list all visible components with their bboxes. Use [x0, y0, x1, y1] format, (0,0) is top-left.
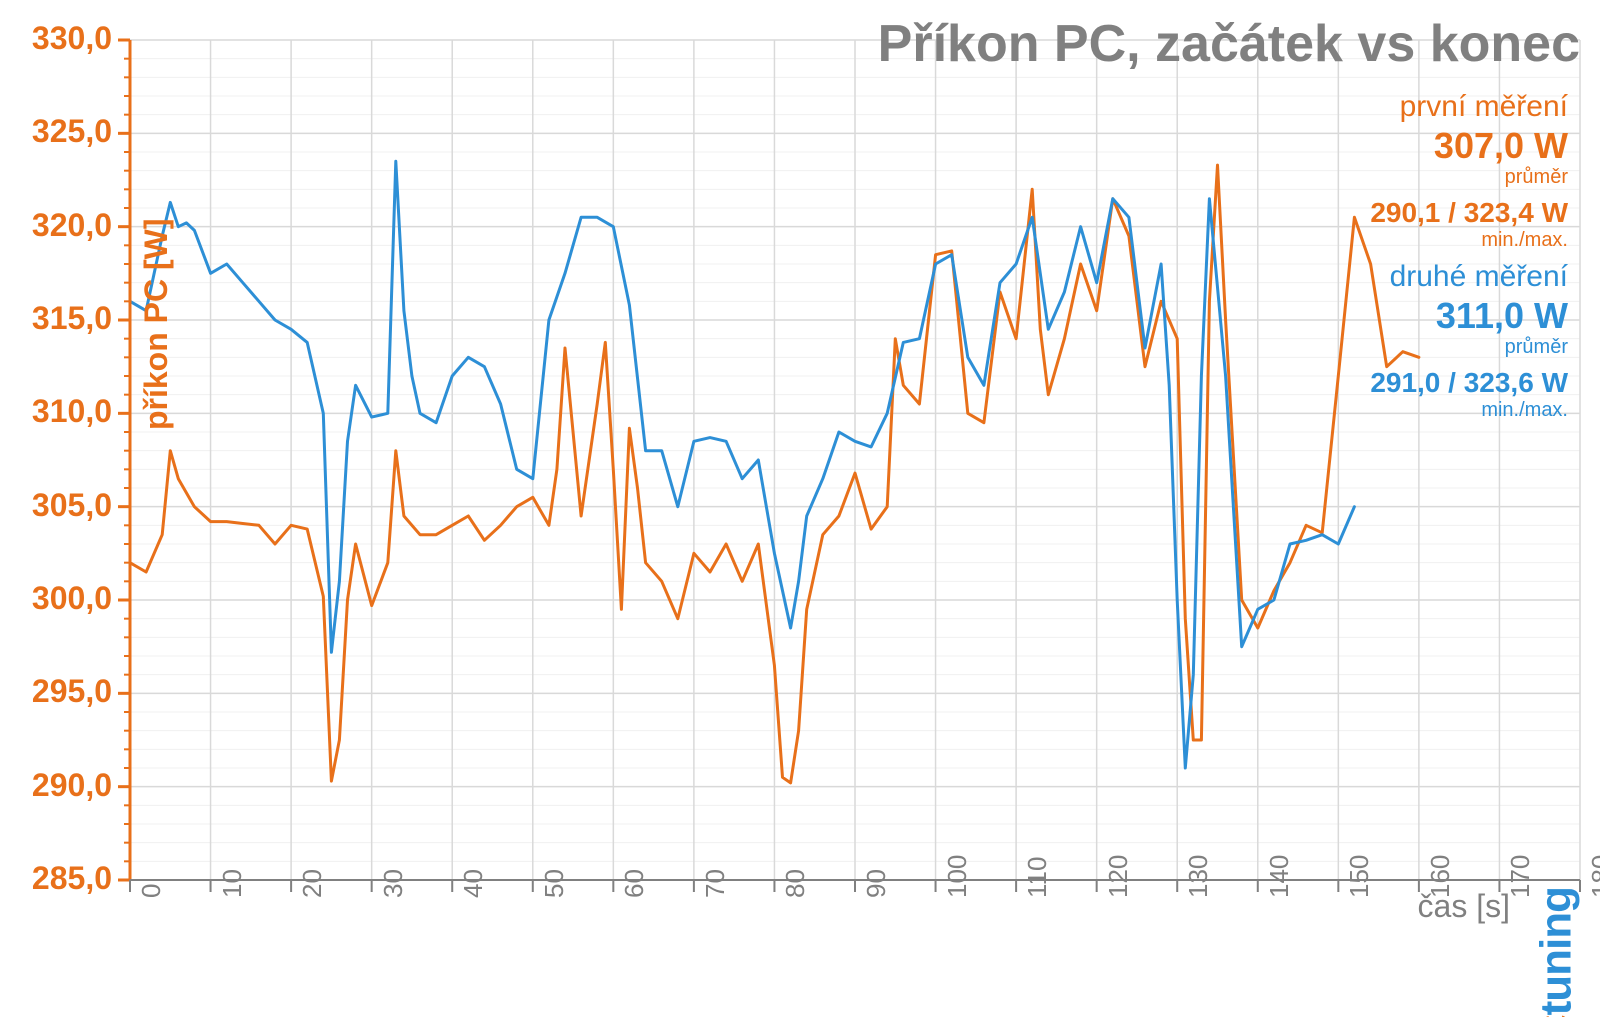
xtick-label: 70	[700, 869, 731, 898]
series1-minmax-sub: min./max.	[1370, 229, 1568, 252]
logo-tuning: tuning	[1532, 887, 1581, 1015]
xtick-label: 140	[1264, 855, 1295, 898]
xtick-label: 180	[1586, 855, 1600, 898]
series2-avg: 311,0 W	[1370, 295, 1568, 336]
ytick-label: 310,0	[12, 393, 112, 430]
xtick-label: 0	[136, 884, 167, 898]
ytick-label: 305,0	[12, 487, 112, 524]
series1-name: první měření	[1370, 90, 1568, 125]
series1-minmax: 290,1 / 323,4 W	[1370, 197, 1568, 229]
y-axis-label: příkon PC [W]	[138, 218, 175, 430]
ytick-label: 325,0	[12, 113, 112, 150]
series2-annotation: druhé měření 311,0 W průměr 291,0 / 323,…	[1370, 260, 1568, 422]
series1-avg: 307,0 W	[1370, 125, 1568, 166]
series1-annotation: první měření 307,0 W průměr 290,1 / 323,…	[1370, 90, 1568, 252]
xtick-label: 30	[378, 869, 409, 898]
ytick-label: 320,0	[12, 207, 112, 244]
xtick-label: 150	[1344, 855, 1375, 898]
xtick-label: 10	[217, 869, 248, 898]
series2-avg-sub: průměr	[1370, 336, 1568, 359]
ytick-label: 295,0	[12, 673, 112, 710]
series2-minmax-sub: min./max.	[1370, 399, 1568, 422]
logo: PCtuning	[1532, 887, 1582, 1017]
series1-avg-sub: průměr	[1370, 166, 1568, 189]
xtick-label: 60	[619, 869, 650, 898]
ytick-label: 290,0	[12, 767, 112, 804]
ytick-label: 285,0	[12, 860, 112, 897]
xtick-label: 50	[539, 869, 570, 898]
xtick-label: 20	[297, 869, 328, 898]
xtick-label: 120	[1103, 855, 1134, 898]
xtick-label: 80	[780, 869, 811, 898]
xtick-label: 130	[1183, 855, 1214, 898]
chart-title: Příkon PC, začátek vs konec	[878, 14, 1580, 74]
ytick-label: 300,0	[12, 580, 112, 617]
xtick-label: 110	[1022, 857, 1053, 898]
xtick-label: 100	[942, 855, 973, 898]
ytick-label: 315,0	[12, 300, 112, 337]
ytick-label: 330,0	[12, 20, 112, 57]
xtick-label: 90	[861, 869, 892, 898]
series2-name: druhé měření	[1370, 260, 1568, 295]
chart-container: Příkon PC, začátek vs konec první měření…	[0, 0, 1600, 1017]
x-axis-label: čas [s]	[1418, 888, 1510, 925]
xtick-label: 170	[1505, 855, 1536, 898]
xtick-label: 40	[458, 869, 489, 898]
series2-minmax: 291,0 / 323,6 W	[1370, 367, 1568, 399]
